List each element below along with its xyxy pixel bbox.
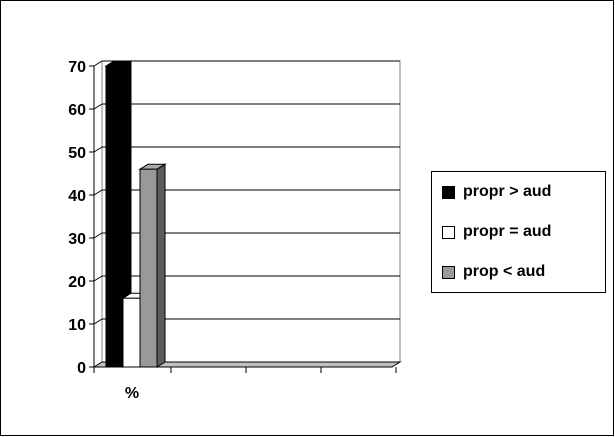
- legend-label-1: propr = aud: [463, 223, 552, 240]
- gridline-diag-5: [93, 146, 103, 153]
- category-label-0: %: [125, 385, 139, 402]
- gridline-diag-1: [93, 318, 103, 325]
- legend-label-2: prop < aud: [463, 263, 546, 280]
- gridline-diag-3: [93, 232, 103, 239]
- gridline-diag-2: [93, 275, 103, 282]
- legend-item-0: propr > aud: [442, 181, 551, 203]
- gridline-diag-7: [93, 60, 103, 67]
- legend-swatch-0: [442, 185, 455, 199]
- gridline-diag-6: [93, 103, 103, 110]
- legend-item-2: prop < aud: [442, 261, 545, 283]
- y-tick-label-1: 10: [68, 317, 86, 334]
- bar-0-0: [105, 65, 124, 368]
- legend: propr > aud propr = aud prop < aud: [431, 171, 606, 293]
- legend-swatch-1: [442, 225, 455, 239]
- y-tick-label-7: 70: [68, 59, 86, 76]
- legend-label-0: propr > aud: [463, 183, 552, 200]
- gridline-diag-4: [93, 189, 103, 196]
- bar-side-2-0: [156, 163, 166, 368]
- y-tick-label-0: 0: [77, 360, 86, 377]
- bar-1-0: [122, 297, 141, 368]
- y-tick-label-5: 50: [68, 145, 86, 162]
- bar-2-0: [139, 168, 158, 368]
- y-tick-label-4: 40: [68, 188, 86, 205]
- y-tick-label-3: 30: [68, 231, 86, 248]
- legend-item-1: propr = aud: [442, 221, 551, 243]
- y-tick-label-6: 60: [68, 102, 86, 119]
- legend-swatch-2: [442, 265, 455, 279]
- y-tick-label-2: 20: [68, 274, 86, 291]
